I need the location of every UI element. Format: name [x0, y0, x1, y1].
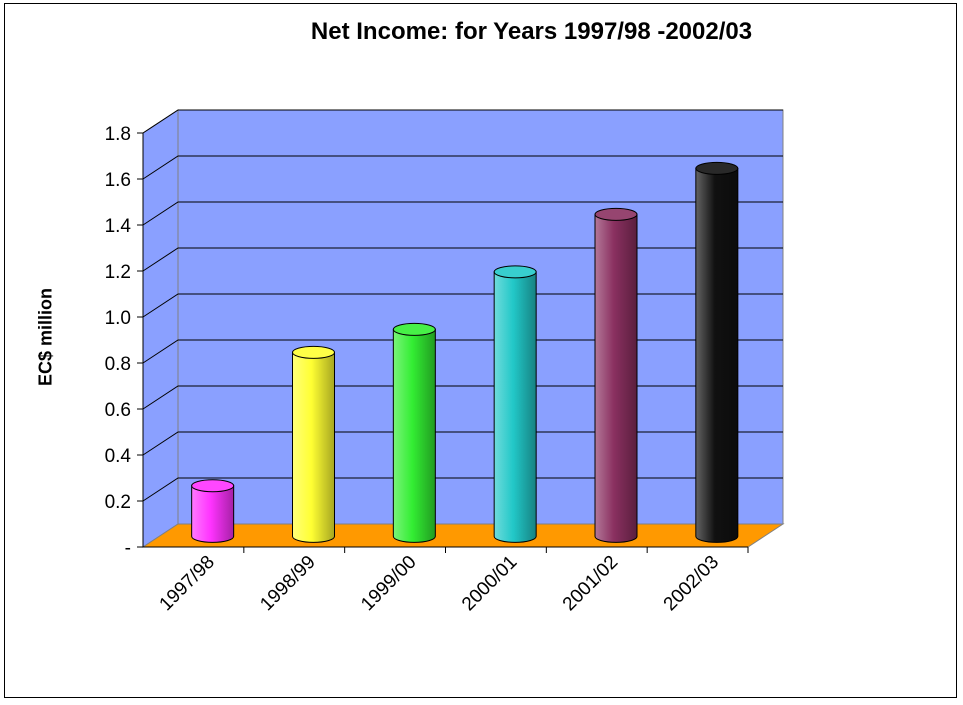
bar-2001/02: [594, 213, 638, 543]
y-tick-label: 0.6: [105, 400, 131, 421]
y-tick-label: 1.6: [105, 170, 131, 191]
bar-1999/00: [392, 328, 436, 543]
bar-2000/01: [493, 271, 537, 543]
gridline: [142, 385, 783, 410]
gridline: [142, 109, 783, 134]
y-tick-label: 1.0: [105, 308, 131, 329]
y-tick-label: 1.8: [105, 124, 131, 145]
gridline: [142, 339, 783, 364]
x-tick-label: 2002/03: [660, 552, 723, 615]
gridline: [142, 247, 783, 272]
bar-2002/03: [695, 167, 739, 543]
bar-1998/99: [292, 351, 335, 543]
y-tick-label: -: [125, 538, 131, 559]
bar-top-1999/00: [392, 322, 436, 336]
gridline: [142, 201, 783, 226]
x-tick-label: 1997/98: [156, 552, 219, 615]
y-tick-label: 1.4: [105, 216, 132, 237]
gridline: [142, 477, 783, 502]
x-tick-label: 2000/01: [458, 552, 521, 615]
x-tick-label: 2001/02: [559, 552, 622, 615]
gridline: [142, 155, 783, 180]
bar-top-1997/98: [191, 479, 235, 493]
y-tick-label: 1.2: [105, 262, 131, 283]
x-tick-label: 1999/00: [357, 552, 420, 615]
y-tick-label: 0.2: [105, 492, 131, 513]
x-tick-label: 1998/99: [256, 552, 319, 615]
bar-top-2002/03: [695, 161, 739, 175]
bar-top-2000/01: [493, 265, 537, 279]
y-tick-label: 0.8: [105, 354, 131, 375]
bar-1997/98: [191, 485, 235, 543]
bar-top-2001/02: [594, 207, 638, 221]
chart-title: Net Income: for Years 1997/98 -2002/03: [310, 18, 753, 45]
back-wall: [177, 109, 784, 525]
gridline: [142, 431, 783, 456]
bar-top-1998/99: [292, 345, 335, 359]
floor: [141, 523, 785, 548]
y-tick-label: 0.4: [105, 446, 132, 467]
gridline: [142, 293, 783, 318]
